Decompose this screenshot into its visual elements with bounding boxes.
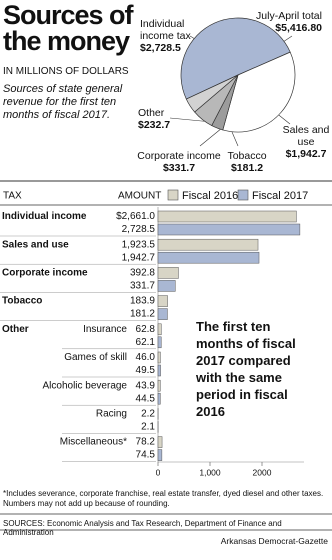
bar [157,351,161,364]
credit: Arkansas Democrat-Gazette [220,536,328,546]
value-label: 331.7 [130,281,155,292]
pie-label: Tobacco $181.2 [222,150,272,174]
pie-slice [185,74,239,113]
x-tick-label: 0 [156,467,161,477]
pie-label: Individual income tax $2,728.5 [140,18,220,54]
legend-swatch [167,189,179,201]
bar [157,295,168,307]
pie-category: Individual income tax [140,18,191,42]
total-value: $5,416.80 [275,22,322,34]
value-label: 1,942.7 [122,252,156,263]
pie-slice [180,17,291,100]
pie-category: Sales and use [282,124,330,148]
description: Sources of state general revenue for the… [3,83,123,121]
column-header: TAX [3,191,22,202]
category-label: Games of skill [64,352,127,363]
bar [157,379,161,392]
value-label: 2.1 [141,422,155,433]
bar [157,449,163,461]
legend-label: Fiscal 2016 [182,190,238,202]
value-label: 181.2 [130,309,155,320]
value-label: 46.0 [136,352,156,363]
value-label: 2.2 [141,409,155,420]
x-tick-label: 1,000 [199,467,221,477]
total-name: July-April total [256,10,322,22]
category-label: Insurance [83,324,127,335]
pie-category: Other [138,107,165,119]
value-label: 183.9 [130,296,155,307]
bar [157,308,168,320]
bar [157,251,260,264]
pie-label: Sales and use $1,942.7 [282,124,330,160]
pie-value: $1,942.7 [285,148,327,160]
category-label: Alcoholic beverage [43,380,128,391]
value-label: 49.5 [136,365,156,376]
pie-value: $331.7 [162,162,196,174]
value-label: $2,661.0 [116,211,155,222]
pie-category: Corporate income [137,150,221,162]
category-label: Miscellaneous* [60,437,127,448]
category-label: Racing [96,409,127,420]
value-label: 1,923.5 [122,239,156,250]
pie-slice [222,51,296,133]
column-header: AMOUNT [118,191,161,202]
pie-value: $181.2 [230,162,264,174]
value-label: 74.5 [136,450,156,461]
leader-line [199,127,223,147]
footnote: *Includes severance, corporate franchise… [3,489,324,508]
category-label: Corporate income [2,268,88,279]
category-label: Tobacco [2,296,42,307]
legend-label: Fiscal 2017 [252,190,308,202]
bar [157,238,259,251]
bar [157,223,301,236]
group-label: Other [2,324,29,335]
bar [157,392,161,405]
pie-label: Other $232.7 [138,107,188,131]
pie-category: Tobacco [227,150,267,162]
value-label: 44.5 [136,393,156,404]
bar [157,436,163,448]
pie-value: $232.7 [138,119,171,131]
bar [157,364,161,377]
sources: SOURCES: Economic Analysis and Tax Resea… [3,519,282,537]
bar [157,267,179,279]
pie-label: Corporate income $331.7 [134,150,224,174]
category-label: Individual income [2,211,87,222]
x-tick-label: 2000 [253,467,272,477]
value-label: 43.9 [136,380,156,391]
leader-line [231,131,239,147]
pie-value: $2,728.5 [140,42,181,54]
value-label: 78.2 [136,437,156,448]
value-label: 2,728.5 [122,224,156,235]
bar [157,210,297,223]
value-label: 392.8 [130,268,155,279]
category-label: Sales and use [2,239,69,250]
bar [157,336,162,349]
subtitle: IN MILLIONS OF DOLLARS [3,66,129,77]
value-label: 62.1 [136,337,156,348]
bar [157,280,176,292]
value-label: 62.8 [136,324,156,335]
legend-swatch [237,189,249,201]
bar [157,323,162,336]
title: Sources of the money [3,0,134,56]
annotation: The first ten months of fiscal 2017 comp… [196,319,296,419]
total-label: July-April total $5,416.80 [256,10,322,34]
